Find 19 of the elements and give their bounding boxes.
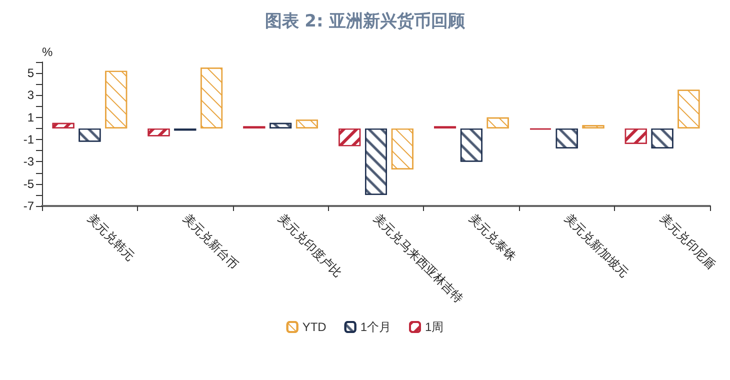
y-axis-title: % — [42, 45, 53, 59]
x-tick-label: 美元兑韩元 — [84, 211, 138, 264]
legend-label: 1个月 — [360, 320, 392, 334]
x-tick-label: 美元兑泰铢 — [466, 211, 519, 264]
y-tick-label: 5 — [27, 66, 34, 80]
x-tick-label: 美元兑新加坡元 — [562, 211, 632, 280]
y-tick-label: -7 — [23, 199, 34, 213]
y-tick-label: -5 — [23, 176, 34, 191]
y-tick-label: -1 — [23, 132, 34, 147]
x-tick-label: 美元兑马来西亚林吉特 — [371, 211, 466, 306]
chart-title: 图表 2: 亚洲新兴货币回顾 — [264, 12, 466, 32]
y-tick-label: 3 — [27, 88, 34, 102]
x-tick-label: 美元兑印度卢比 — [276, 211, 345, 280]
legend-label: 1周 — [425, 320, 444, 334]
y-tick-label: 1 — [27, 110, 34, 124]
legend-label: YTD — [302, 320, 327, 334]
x-tick-label: 美元兑新台币 — [180, 211, 242, 272]
x-tick-label: 美元兑印尼盾 — [657, 211, 718, 272]
y-tick-label: -3 — [23, 154, 34, 169]
